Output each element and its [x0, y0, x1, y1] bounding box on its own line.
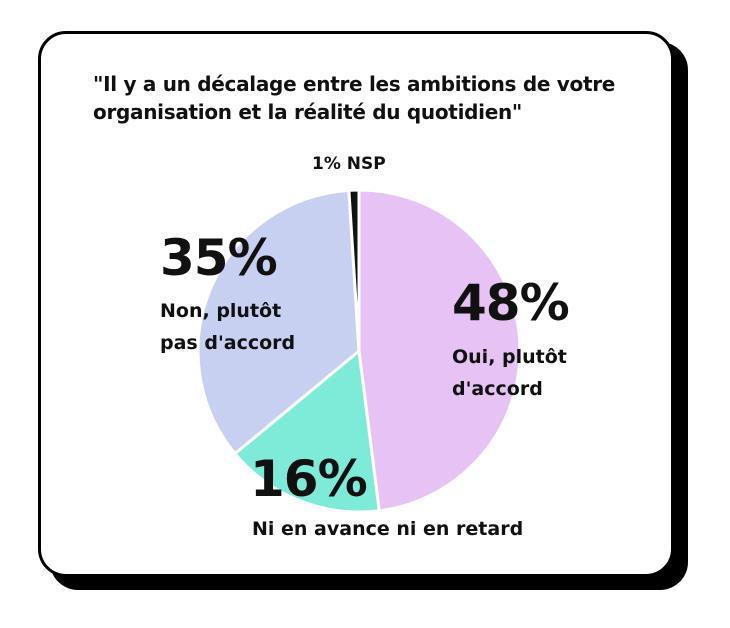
chart-title: "Il y a un décalage entre les ambitions … — [93, 72, 616, 124]
pie-slice-non — [196, 188, 361, 456]
slice-label-oui-line2: d'accord — [452, 378, 543, 400]
slice-label-ni: Ni en avance ni en retard — [252, 518, 524, 540]
slice-value-ni: 16% — [250, 450, 368, 508]
pie-slice-nsp — [347, 188, 361, 353]
pie-slice-oui — [357, 188, 522, 513]
slice-value-oui: 48% — [452, 274, 570, 332]
slice-label-nsp: 1% NSP — [312, 154, 386, 174]
slice-value-non: 35% — [160, 229, 278, 287]
pie-slice-ni — [233, 349, 381, 514]
slice-label-non-line1: Non, plutôt — [160, 300, 282, 322]
slice-label-non-line2: pas d'accord — [160, 332, 296, 354]
slice-label-oui-line1: Oui, plutôt — [452, 346, 567, 368]
